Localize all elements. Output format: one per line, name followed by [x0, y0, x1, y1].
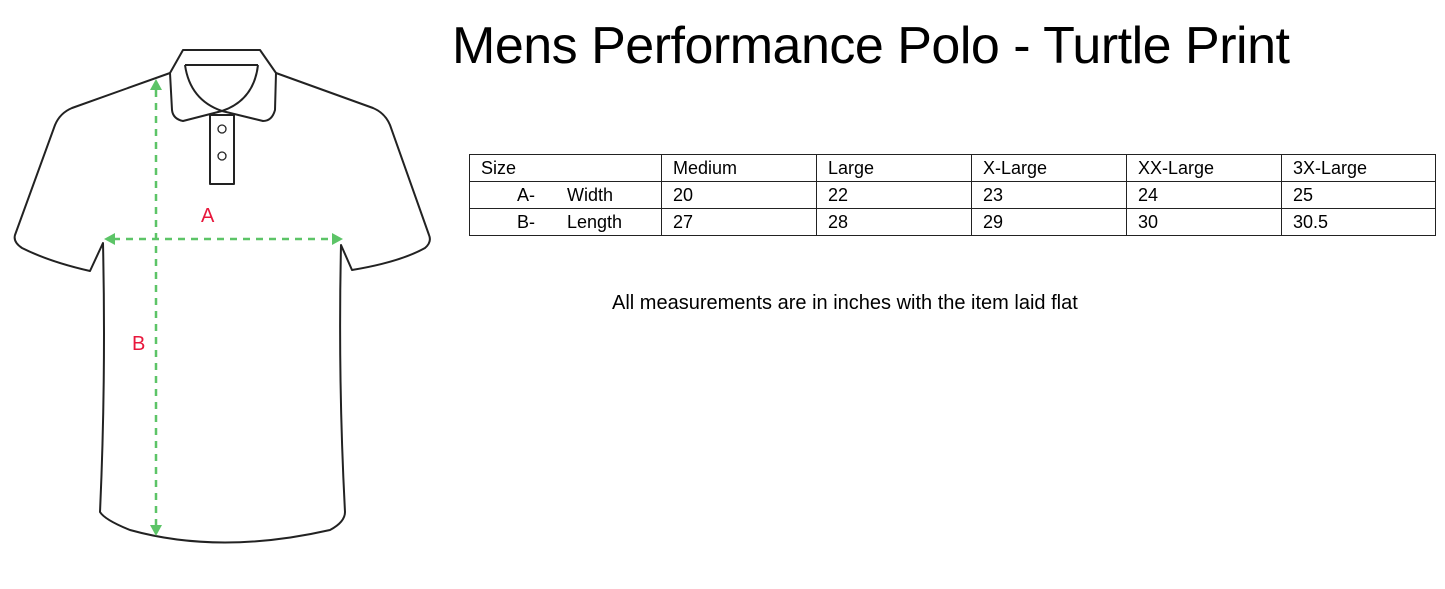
shirt-outline [13, 72, 431, 544]
header-cell: X-Large [971, 154, 1127, 182]
measure-cell: B- Length [469, 208, 662, 236]
button [217, 151, 227, 161]
value-cell: 30.5 [1281, 208, 1436, 236]
placket [209, 114, 235, 185]
header-cell: XX-Large [1126, 154, 1282, 182]
collar [169, 49, 277, 122]
table-header-row: Size Medium Large X-Large XX-Large 3X-La… [469, 154, 1436, 182]
value-cell: 23 [971, 181, 1127, 209]
button [217, 124, 227, 134]
header-cell: Medium [661, 154, 817, 182]
value-cell: 28 [816, 208, 972, 236]
measure-code: A- [517, 185, 535, 205]
size-table: Size Medium Large X-Large XX-Large 3X-La… [469, 154, 1436, 236]
arrow-head-icon [332, 233, 343, 245]
label-b: B [132, 333, 145, 355]
arrow-head-icon [150, 79, 162, 90]
header-cell: Size [469, 154, 662, 182]
value-cell: 20 [661, 181, 817, 209]
value-cell: 25 [1281, 181, 1436, 209]
polo-shirt-diagram: A B [13, 49, 431, 544]
measure-code: B- [517, 212, 535, 232]
collar-inner [184, 64, 259, 112]
value-cell: 30 [1126, 208, 1282, 236]
value-cell: 27 [661, 208, 817, 236]
arrow-head-icon [150, 525, 162, 536]
measure-name: Width [567, 185, 614, 205]
value-cell: 24 [1126, 181, 1282, 209]
table-row: A- Width 20 22 23 24 25 [469, 181, 1436, 209]
header-cell: Large [816, 154, 972, 182]
label-a: A [201, 205, 215, 227]
header-cell: 3X-Large [1281, 154, 1436, 182]
value-cell: 29 [971, 208, 1127, 236]
measure-cell: A- Width [469, 181, 662, 209]
value-cell: 22 [816, 181, 972, 209]
page-title: Mens Performance Polo - Turtle Print [452, 17, 1290, 75]
table-row: B- Length 27 28 29 30 30.5 [469, 208, 1436, 236]
measure-name: Length [567, 212, 623, 232]
arrow-head-icon [104, 233, 115, 245]
measurement-note: All measurements are in inches with the … [612, 292, 1078, 314]
